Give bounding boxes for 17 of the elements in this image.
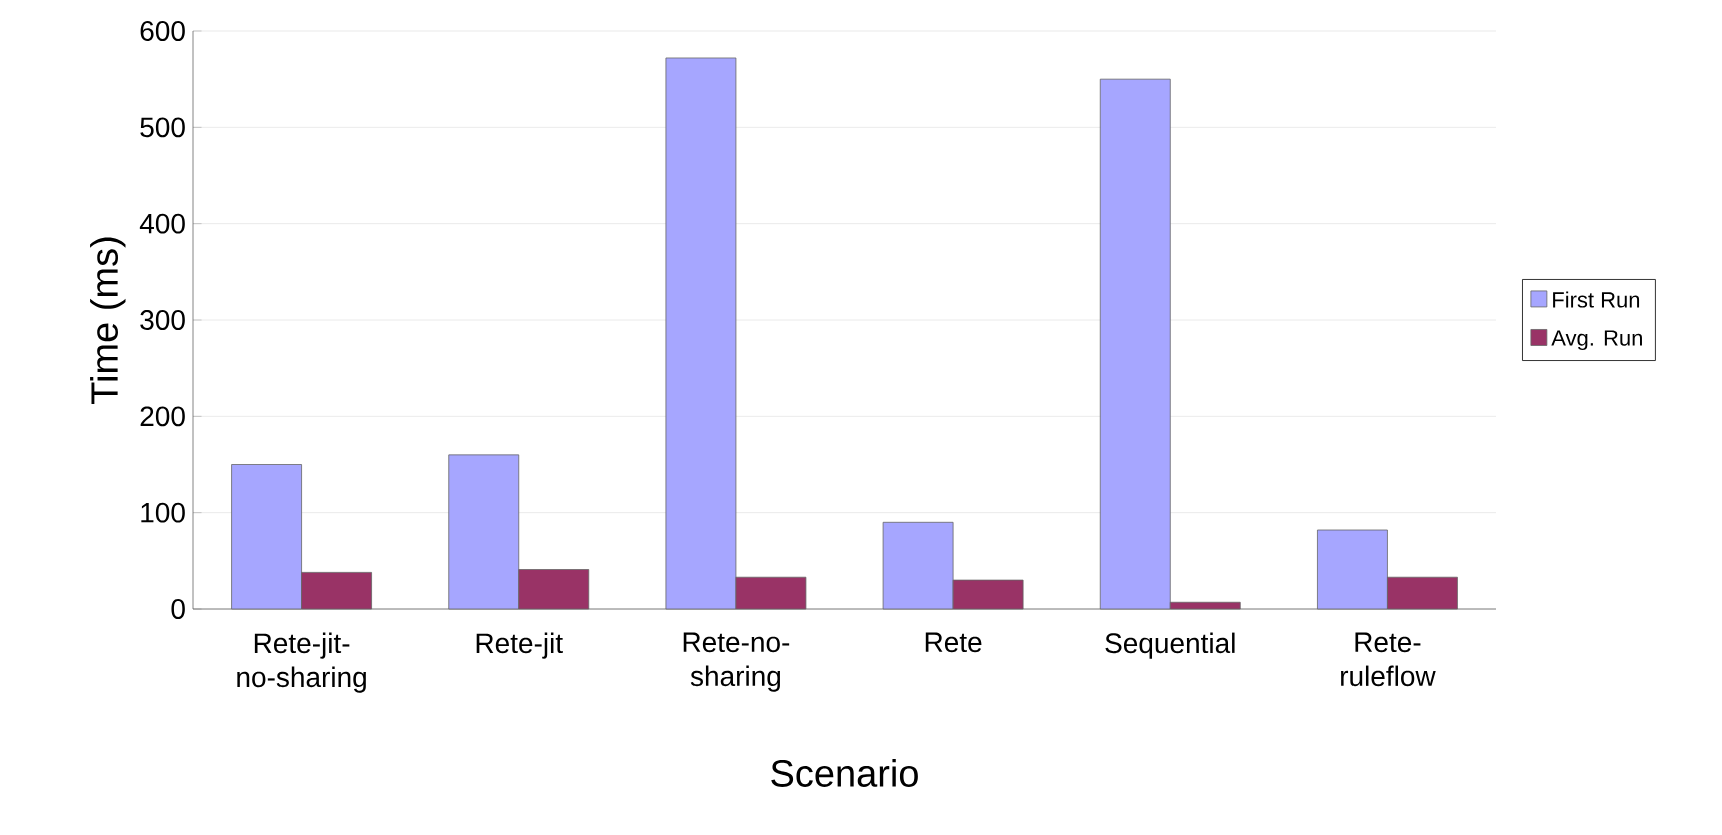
- x-tick-label: Rete-ruleflow: [1341, 632, 1436, 687]
- y-tick-label: 0: [171, 599, 185, 619]
- x-tick-label: Rete: [925, 632, 982, 653]
- x-tick-label: Rete-jit-no-sharing: [237, 632, 366, 693]
- y-tick-label: 100: [141, 502, 185, 523]
- y-tick-label: 400: [139, 213, 185, 234]
- y-tick-label: 500: [140, 117, 185, 138]
- y-axis-title: Time (ms): [90, 237, 126, 404]
- x-tick-label: Rete-jit: [476, 632, 563, 659]
- legend-label: Avg. Run: [1551, 330, 1642, 351]
- y-tick-label: 300: [140, 310, 185, 330]
- y-tick-label: 200: [140, 406, 185, 427]
- x-tick-label: Rete-no-sharing: [683, 632, 790, 692]
- x-tick-label: Sequential: [1105, 632, 1235, 659]
- legend-label: First Run: [1553, 291, 1640, 308]
- y-tick-label: 600: [140, 21, 185, 41]
- x-axis-title: Scenario: [771, 758, 918, 787]
